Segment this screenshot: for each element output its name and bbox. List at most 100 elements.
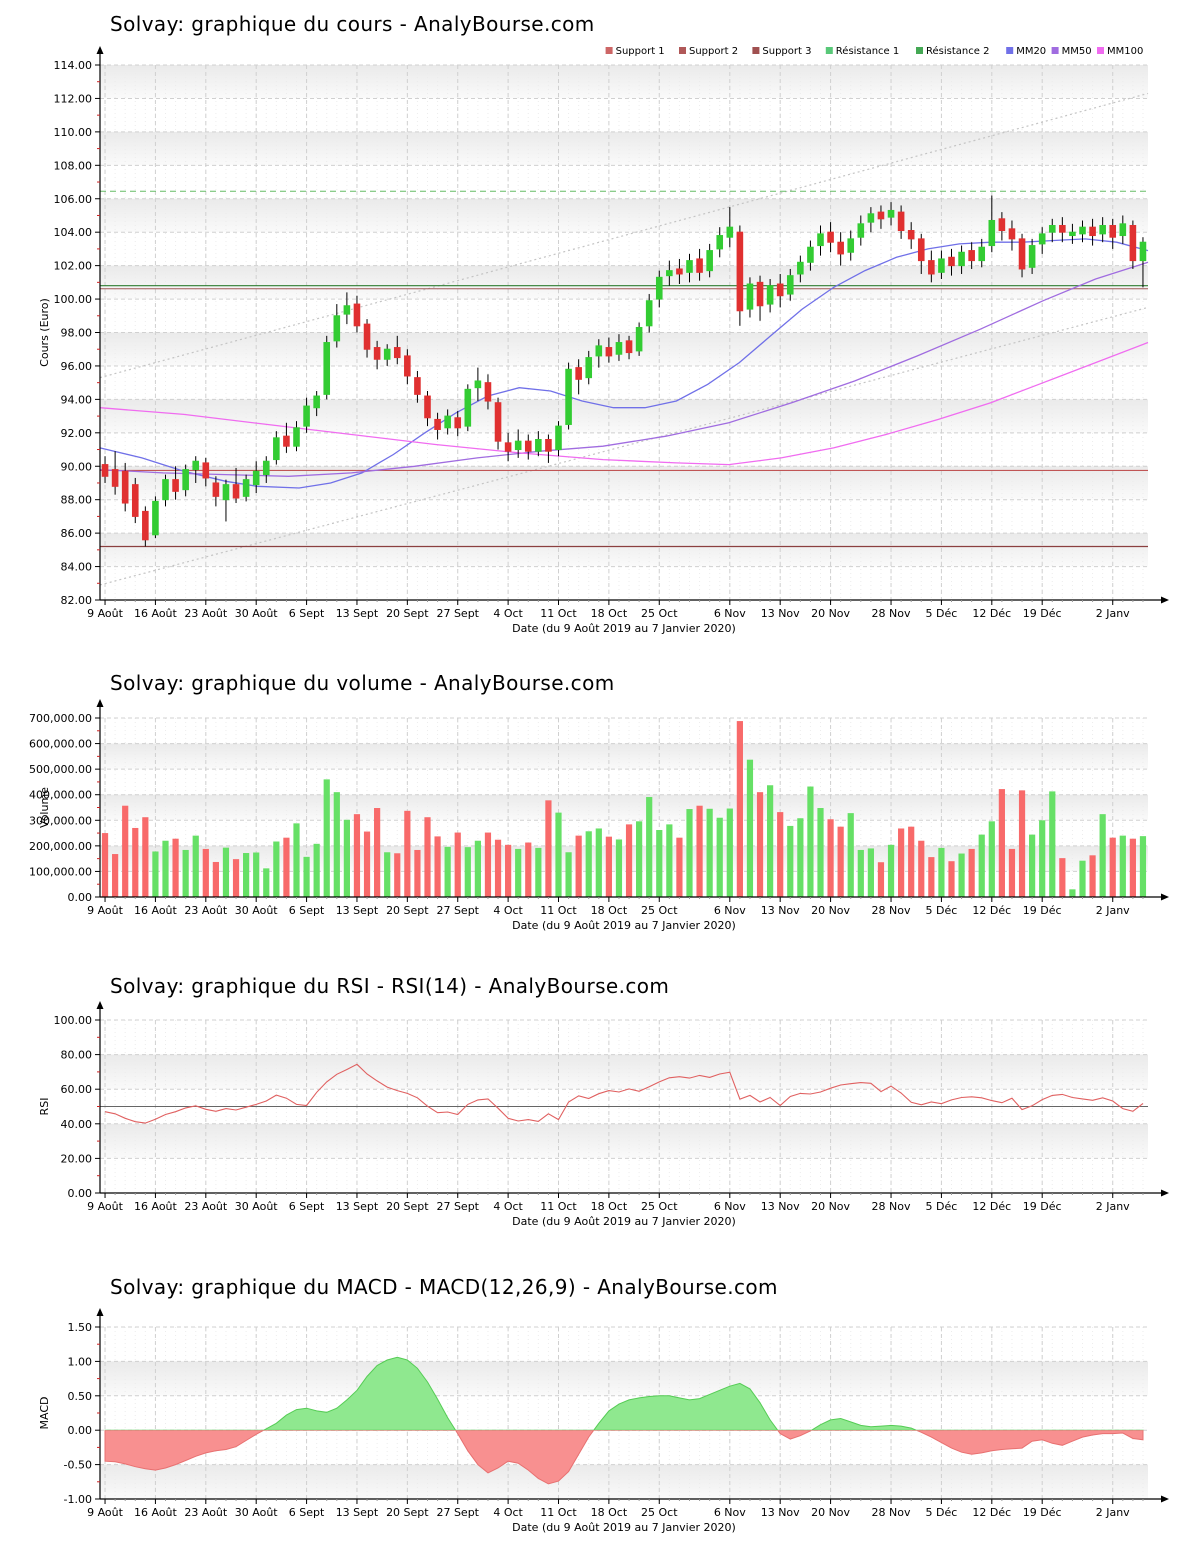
plot-area: [100, 717, 1148, 897]
svg-text:25 Oct: 25 Oct: [641, 607, 678, 620]
svg-text:100.00: 100.00: [54, 293, 93, 306]
svg-text:11 Oct: 11 Oct: [540, 1200, 577, 1213]
svg-text:96.00: 96.00: [61, 360, 93, 373]
svg-text:2 Janv: 2 Janv: [1096, 1200, 1130, 1213]
svg-text:100,000.00: 100,000.00: [29, 865, 92, 878]
x-axis-title: Date (du 9 Août 2019 au 7 Janvier 2020): [512, 919, 736, 932]
svg-text:108.00: 108.00: [54, 159, 93, 172]
svg-text:300,000.00: 300,000.00: [29, 814, 92, 827]
legend-swatch: [752, 47, 760, 54]
mm100-line: [99, 341, 1149, 466]
svg-text:28 Nov: 28 Nov: [872, 904, 911, 917]
y-axis-title: MACD: [38, 1397, 51, 1430]
svg-text:30 Août: 30 Août: [235, 904, 279, 917]
y-axis-arrow: [96, 699, 104, 707]
x-axis-arrow: [1161, 596, 1169, 604]
svg-text:27 Sept: 27 Sept: [436, 607, 479, 620]
svg-text:28 Nov: 28 Nov: [872, 1506, 911, 1519]
legend: Support 1 Support 2 Support 3 Résistance 1 R…: [605, 45, 1143, 57]
svg-text:6 Nov: 6 Nov: [714, 904, 746, 917]
macd-negative-area: [104, 1430, 1144, 1485]
svg-text:4 Oct: 4 Oct: [493, 1506, 523, 1519]
svg-text:92.00: 92.00: [61, 427, 93, 440]
svg-text:400,000.00: 400,000.00: [29, 789, 92, 802]
rsi-chart-title: Solvay: graphique du RSI - RSI(14) - Ana…: [110, 974, 670, 998]
svg-text:6 Nov: 6 Nov: [714, 1506, 746, 1519]
legend-swatch: [825, 47, 833, 54]
x-axis-arrow: [1161, 1189, 1169, 1197]
svg-text:23 Août: 23 Août: [184, 607, 228, 620]
svg-text:9 Août: 9 Août: [87, 607, 124, 620]
x-axis-arrow: [1161, 1495, 1169, 1503]
svg-text:12 Déc: 12 Déc: [972, 607, 1011, 620]
svg-text:20 Nov: 20 Nov: [811, 1506, 850, 1519]
plot-area: [100, 1326, 1148, 1499]
svg-text:18 Oct: 18 Oct: [591, 1200, 628, 1213]
svg-text:25 Oct: 25 Oct: [641, 1506, 678, 1519]
macd-chart: -1.00 -0.50 0.00 0.50 1.00 1.50 9 Août 16 Août 2…: [38, 1308, 1169, 1534]
svg-text:-1.00: -1.00: [64, 1493, 92, 1506]
svg-text:25 Oct: 25 Oct: [641, 904, 678, 917]
svg-text:30 Août: 30 Août: [235, 607, 279, 620]
axes: -1.00 -0.50 0.00 0.50 1.00 1.50 9 Août 16 Août 2…: [38, 1308, 1169, 1534]
svg-text:20 Nov: 20 Nov: [811, 904, 850, 917]
svg-text:5 Déc: 5 Déc: [926, 1506, 958, 1519]
y-axis-arrow: [96, 1001, 104, 1009]
svg-text:6 Sept: 6 Sept: [289, 607, 325, 620]
svg-text:MM50: MM50: [1062, 46, 1092, 57]
svg-text:1.00: 1.00: [68, 1355, 93, 1368]
svg-text:600,000.00: 600,000.00: [29, 738, 92, 751]
svg-text:2 Janv: 2 Janv: [1096, 904, 1130, 917]
svg-text:112.00: 112.00: [54, 92, 93, 105]
svg-text:27 Sept: 27 Sept: [436, 1200, 479, 1213]
svg-text:6 Sept: 6 Sept: [289, 904, 325, 917]
svg-text:9 Août: 9 Août: [87, 1200, 124, 1213]
svg-text:84.00: 84.00: [61, 561, 93, 574]
svg-text:27 Sept: 27 Sept: [436, 1506, 479, 1519]
svg-text:25 Oct: 25 Oct: [641, 1200, 678, 1213]
y-axis-title: RSI: [38, 1098, 51, 1116]
svg-text:19 Déc: 19 Déc: [1023, 1506, 1062, 1519]
svg-text:Support 3: Support 3: [762, 46, 811, 57]
svg-text:13 Sept: 13 Sept: [336, 1200, 379, 1213]
plot-area: [99, 64, 1149, 600]
svg-text:13 Nov: 13 Nov: [761, 904, 800, 917]
volume-chart: 0.00 100,000.00 200,000.00 300,000.00 400,00…: [29, 699, 1169, 932]
svg-text:5 Déc: 5 Déc: [926, 904, 958, 917]
x-axis-arrow: [1161, 893, 1169, 901]
svg-text:6 Sept: 6 Sept: [289, 1200, 325, 1213]
svg-text:0.00: 0.00: [68, 1424, 93, 1437]
svg-text:4 Oct: 4 Oct: [493, 904, 523, 917]
svg-text:13 Nov: 13 Nov: [761, 1506, 800, 1519]
svg-text:16 Août: 16 Août: [134, 904, 178, 917]
svg-text:82.00: 82.00: [61, 594, 93, 607]
legend-swatch: [1051, 47, 1059, 54]
svg-text:1.50: 1.50: [68, 1321, 93, 1334]
legend-swatch: [1097, 47, 1104, 54]
svg-text:-0.50: -0.50: [64, 1459, 92, 1472]
svg-text:4 Oct: 4 Oct: [493, 1200, 523, 1213]
y-axis-arrow: [96, 46, 104, 54]
svg-text:13 Sept: 13 Sept: [336, 607, 379, 620]
axes: 0.00 20.00 40.00 60.00 80.00 100.00 9 Août 16 A…: [38, 1001, 1169, 1228]
svg-text:88.00: 88.00: [61, 494, 93, 507]
svg-text:11 Oct: 11 Oct: [540, 904, 577, 917]
svg-text:80.00: 80.00: [61, 1049, 93, 1062]
svg-text:Support 2: Support 2: [689, 46, 738, 57]
svg-text:114.00: 114.00: [54, 59, 93, 72]
svg-text:12 Déc: 12 Déc: [972, 1200, 1011, 1213]
svg-text:16 Août: 16 Août: [134, 1506, 178, 1519]
svg-text:20 Sept: 20 Sept: [386, 607, 429, 620]
legend-swatch: [916, 47, 923, 54]
svg-text:Résistance 1: Résistance 1: [836, 45, 899, 57]
y-axis-title: Volume: [38, 787, 51, 828]
svg-text:28 Nov: 28 Nov: [872, 607, 911, 620]
svg-text:MM100: MM100: [1107, 46, 1143, 57]
svg-text:5 Déc: 5 Déc: [926, 607, 958, 620]
axes: 0.00 100,000.00 200,000.00 300,000.00 400,00…: [29, 699, 1169, 932]
x-axis-title: Date (du 9 Août 2019 au 7 Janvier 2020): [512, 1215, 736, 1228]
legend-swatch: [679, 47, 686, 54]
svg-text:13 Sept: 13 Sept: [336, 1506, 379, 1519]
svg-text:18 Oct: 18 Oct: [591, 1506, 628, 1519]
svg-text:6 Nov: 6 Nov: [714, 1200, 746, 1213]
